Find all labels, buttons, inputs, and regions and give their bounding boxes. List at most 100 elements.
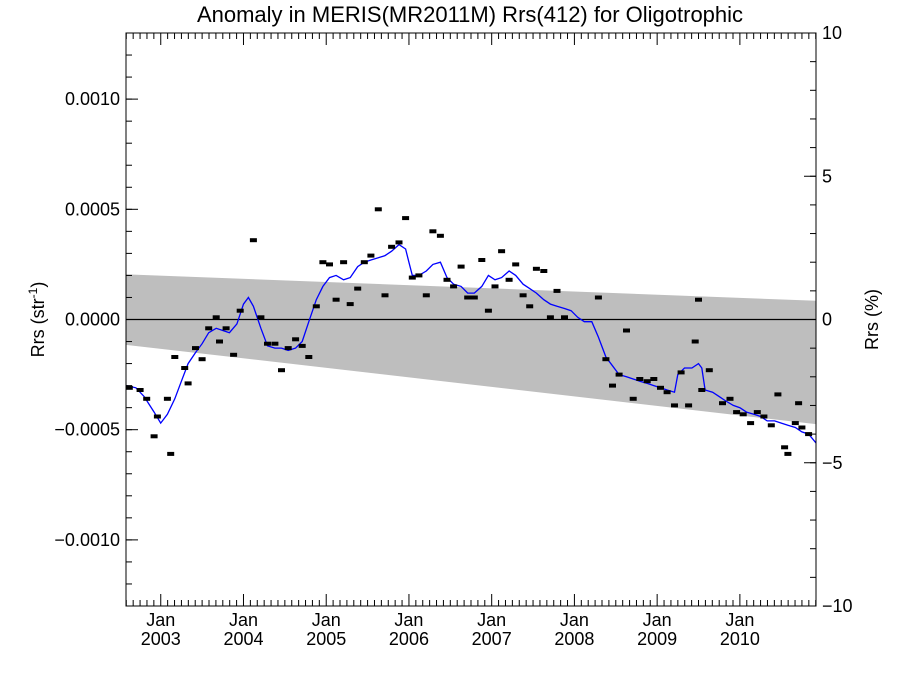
data-point bbox=[374, 207, 382, 212]
y2-tick-label: −10 bbox=[822, 596, 853, 616]
data-point bbox=[271, 341, 279, 346]
data-point bbox=[753, 410, 761, 415]
data-point bbox=[650, 377, 658, 381]
data-point bbox=[326, 262, 333, 267]
y-tick-label: 0.0005 bbox=[65, 199, 120, 219]
y-axis-title-superscript: -1 bbox=[26, 287, 40, 298]
data-point bbox=[415, 273, 423, 278]
x-tick-year-label: 2004 bbox=[223, 629, 263, 649]
data-point bbox=[436, 233, 444, 238]
x-tick-year-label: 2005 bbox=[306, 629, 346, 649]
data-point bbox=[805, 432, 813, 437]
data-point bbox=[747, 421, 755, 426]
data-point bbox=[784, 451, 792, 456]
data-point bbox=[695, 297, 702, 302]
y-axis-title: Rrs (str-1) bbox=[26, 282, 48, 358]
data-point bbox=[532, 266, 540, 271]
tick-labels-layer: 0.0010 0.0005 0.0000 −0.0005 −0.0010 10 5 0 −5 −1… bbox=[54, 23, 852, 649]
data-point bbox=[305, 355, 313, 359]
data-point bbox=[278, 368, 285, 373]
y2-tick-label: −5 bbox=[822, 453, 843, 473]
data-point bbox=[408, 275, 416, 280]
data-point bbox=[719, 401, 726, 406]
x-tick-month-label: Jan bbox=[477, 610, 506, 630]
y2-tick-label: 5 bbox=[822, 166, 832, 186]
data-point bbox=[443, 277, 451, 282]
data-point bbox=[150, 434, 158, 439]
data-point bbox=[546, 315, 554, 320]
data-point bbox=[457, 264, 465, 269]
data-point bbox=[470, 295, 478, 300]
ticks-layer bbox=[125, 32, 817, 607]
data-point bbox=[264, 341, 271, 346]
data-point bbox=[671, 403, 678, 408]
data-point bbox=[332, 297, 340, 302]
x-tick-year-label: 2008 bbox=[554, 629, 594, 649]
data-point bbox=[340, 260, 348, 265]
x-tick-year-label: 2010 bbox=[720, 629, 760, 649]
data-point bbox=[615, 372, 623, 377]
data-point bbox=[367, 253, 375, 258]
data-point bbox=[429, 229, 437, 234]
x-tick-month-label: Jan bbox=[560, 610, 589, 630]
data-point bbox=[171, 355, 179, 359]
data-point bbox=[143, 396, 151, 401]
data-point bbox=[705, 368, 713, 373]
data-point bbox=[795, 401, 803, 406]
data-points-layer bbox=[125, 207, 813, 456]
data-point bbox=[484, 308, 492, 313]
trend-line-layer bbox=[125, 243, 817, 444]
x-tick-year-label: 2009 bbox=[637, 629, 677, 649]
data-point bbox=[774, 392, 782, 397]
data-point bbox=[540, 269, 548, 273]
data-point bbox=[230, 352, 238, 357]
data-point bbox=[726, 396, 734, 401]
confidence-band bbox=[126, 274, 816, 425]
axis-titles-layer: Rrs (str-1) Rrs (%) bbox=[26, 282, 882, 358]
y-tick-label: 0.0000 bbox=[65, 310, 120, 330]
data-point bbox=[216, 339, 223, 344]
data-point bbox=[505, 277, 513, 282]
data-point bbox=[319, 260, 327, 265]
data-point bbox=[205, 326, 213, 331]
confidence-band-layer bbox=[126, 274, 816, 425]
data-point bbox=[346, 302, 354, 307]
series-line-1 bbox=[125, 243, 817, 444]
data-point bbox=[478, 258, 486, 262]
data-point bbox=[192, 346, 199, 351]
data-point bbox=[767, 423, 775, 428]
data-point bbox=[663, 390, 671, 395]
x-tick-month-label: Jan bbox=[229, 610, 258, 630]
data-point bbox=[167, 451, 175, 456]
y2-axis-title: Rrs (%) bbox=[862, 289, 882, 350]
data-point bbox=[198, 357, 206, 362]
data-point bbox=[163, 396, 171, 401]
y-axis-title-main: Rrs (str bbox=[28, 298, 48, 357]
data-point bbox=[519, 293, 527, 298]
data-point bbox=[561, 315, 568, 320]
data-point bbox=[791, 421, 799, 426]
data-point bbox=[698, 388, 706, 392]
chart-title: Anomaly in MERIS(MR2011M) Rrs(412) for O… bbox=[196, 2, 744, 27]
x-tick-year-label: 2006 bbox=[389, 629, 429, 649]
data-point bbox=[657, 385, 664, 390]
data-point bbox=[739, 412, 747, 417]
y-tick-label: −0.0010 bbox=[54, 530, 120, 550]
data-point bbox=[798, 425, 806, 430]
data-point bbox=[298, 343, 306, 348]
data-point bbox=[643, 379, 651, 384]
data-point bbox=[636, 377, 644, 381]
data-point bbox=[526, 304, 534, 309]
data-point bbox=[136, 388, 144, 392]
data-point bbox=[125, 385, 133, 390]
data-point bbox=[677, 370, 685, 375]
data-point bbox=[553, 288, 561, 293]
x-tick-month-label: Jan bbox=[312, 610, 341, 630]
data-point bbox=[609, 383, 616, 388]
data-point bbox=[491, 284, 499, 289]
data-point bbox=[760, 414, 768, 419]
data-point bbox=[222, 326, 230, 331]
data-point bbox=[464, 295, 472, 300]
data-point bbox=[691, 339, 699, 344]
